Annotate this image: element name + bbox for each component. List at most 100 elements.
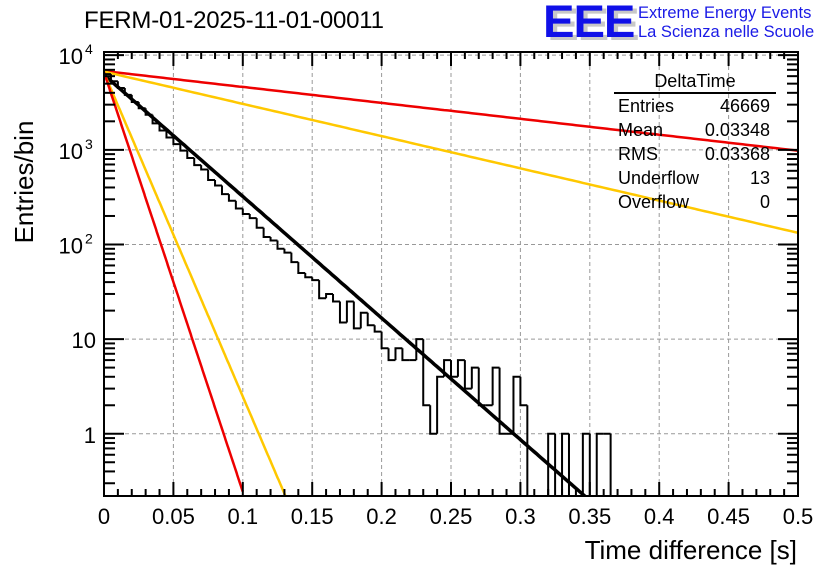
x-tick-label: 0.2 bbox=[366, 504, 397, 529]
histogram-bin bbox=[581, 432, 590, 496]
x-axis-label: Time difference [s] bbox=[585, 535, 797, 565]
histogram-bin bbox=[332, 293, 340, 303]
histogram-bin bbox=[165, 130, 174, 139]
histogram-bin bbox=[366, 312, 375, 327]
x-tick-label: 0.15 bbox=[291, 504, 334, 529]
histogram-bin bbox=[179, 144, 188, 152]
histogram-bin bbox=[297, 262, 306, 274]
x-tick-label: 0.1 bbox=[228, 504, 259, 529]
stats-row-entries: Entries 46669 bbox=[612, 94, 778, 118]
histogram-bin bbox=[207, 169, 216, 181]
stats-row-overflow: Overflow 0 bbox=[612, 190, 778, 214]
stats-value: 0.03368 bbox=[704, 144, 770, 164]
histogram-bin bbox=[304, 272, 313, 279]
histogram-bin bbox=[512, 375, 521, 434]
histogram-bin bbox=[394, 347, 403, 361]
x-tick-label: 0.05 bbox=[152, 504, 195, 529]
curve-yellow-slow bbox=[104, 70, 798, 235]
histogram-bin bbox=[519, 376, 528, 407]
stats-value: 0.03348 bbox=[704, 120, 770, 140]
histogram-bin bbox=[262, 227, 271, 238]
x-tick-label: 0.4 bbox=[644, 504, 675, 529]
histogram-bin bbox=[104, 73, 111, 496]
histogram-bin bbox=[498, 367, 507, 435]
stats-value: 13 bbox=[749, 168, 770, 188]
curve-fit bbox=[104, 73, 588, 496]
histogram-bin bbox=[547, 432, 556, 496]
histogram-bin bbox=[311, 277, 320, 282]
histogram-bin bbox=[352, 301, 361, 330]
histogram-bin bbox=[554, 433, 557, 496]
eee-logo-mark: EEE bbox=[543, 0, 635, 47]
histogram-bin bbox=[609, 433, 612, 496]
histogram-bin bbox=[144, 108, 153, 116]
y-tick-label-exponent: 4 bbox=[85, 41, 93, 57]
histogram-bin bbox=[130, 94, 139, 104]
x-tick-labels: 0 0.05 0.1 0.15 0.2 0.25 0.3 0.35 0.4 0.45 0.5 bbox=[98, 504, 813, 529]
y-tick-label: 10 bbox=[59, 139, 83, 164]
histogram-bin bbox=[415, 338, 424, 361]
histogram-bin bbox=[359, 311, 368, 329]
stats-row-mean: Mean 0.03348 bbox=[612, 118, 778, 142]
x-tick-label: 0.5 bbox=[783, 504, 814, 529]
histogram-bin bbox=[234, 200, 243, 210]
histogram-bin bbox=[588, 433, 591, 496]
histogram-bin bbox=[172, 137, 181, 146]
histogram-bin bbox=[567, 433, 570, 496]
curve-red-fast bbox=[104, 71, 244, 493]
histogram-bin bbox=[463, 360, 472, 390]
histogram-bin bbox=[422, 339, 431, 407]
histogram-bin bbox=[123, 87, 132, 96]
x-tick-label: 0.45 bbox=[707, 504, 750, 529]
histogram-bin bbox=[491, 366, 500, 406]
histogram-bin bbox=[186, 150, 195, 159]
stats-label: Mean bbox=[618, 120, 664, 140]
histogram-bin bbox=[227, 194, 236, 202]
stats-value: 46669 bbox=[719, 96, 770, 116]
plot-title: FERM-01-2025-11-01-00011 bbox=[84, 7, 384, 34]
x-tick-label: 0.3 bbox=[505, 504, 536, 529]
stats-row-underflow: Underflow 13 bbox=[612, 166, 778, 190]
histogram-bin bbox=[450, 360, 458, 378]
histogram-bin bbox=[436, 375, 445, 434]
stats-box: DeltaTime Entries 46669 Mean 0.03348 RMS… bbox=[612, 71, 778, 214]
y-tick-label: 1 bbox=[84, 423, 96, 448]
histogram-bin bbox=[380, 331, 389, 350]
histogram-bin bbox=[443, 359, 451, 377]
histogram-bin bbox=[338, 301, 347, 324]
histogram-bin bbox=[137, 102, 146, 110]
histogram-bin bbox=[318, 280, 327, 300]
histogram-bin bbox=[116, 81, 125, 89]
stats-label: Underflow bbox=[618, 168, 700, 188]
histogram-bin bbox=[220, 185, 229, 196]
histogram-bin bbox=[373, 325, 382, 333]
x-tick-label: 0 bbox=[98, 504, 110, 529]
histogram-bin bbox=[283, 248, 292, 254]
histogram bbox=[104, 73, 612, 496]
stats-value: 0 bbox=[759, 192, 770, 212]
histogram-bin bbox=[429, 405, 438, 435]
y-tick-label-exponent: 3 bbox=[85, 136, 93, 152]
axis-ticks bbox=[103, 52, 799, 496]
stats-row-rms: RMS 0.03368 bbox=[612, 142, 778, 166]
histogram-bin bbox=[526, 405, 529, 496]
histogram-bin bbox=[276, 240, 285, 250]
histogram-bin bbox=[255, 218, 264, 229]
histogram-bin bbox=[561, 432, 569, 496]
y-axis-label: Entries/bin bbox=[9, 121, 39, 244]
stats-label: RMS bbox=[618, 144, 658, 164]
histogram-bin bbox=[248, 213, 257, 220]
histogram-bin bbox=[470, 366, 479, 389]
histogram-bin bbox=[151, 114, 160, 125]
histogram-bin bbox=[387, 348, 396, 362]
curves bbox=[104, 69, 798, 496]
stats-label: Overflow bbox=[618, 192, 690, 212]
histogram-bin bbox=[200, 165, 209, 171]
histogram-bin bbox=[345, 300, 354, 323]
histogram-bin bbox=[477, 367, 486, 407]
histogram-bin bbox=[241, 208, 250, 215]
histogram-bin bbox=[325, 292, 334, 299]
histogram-bin bbox=[269, 236, 278, 242]
